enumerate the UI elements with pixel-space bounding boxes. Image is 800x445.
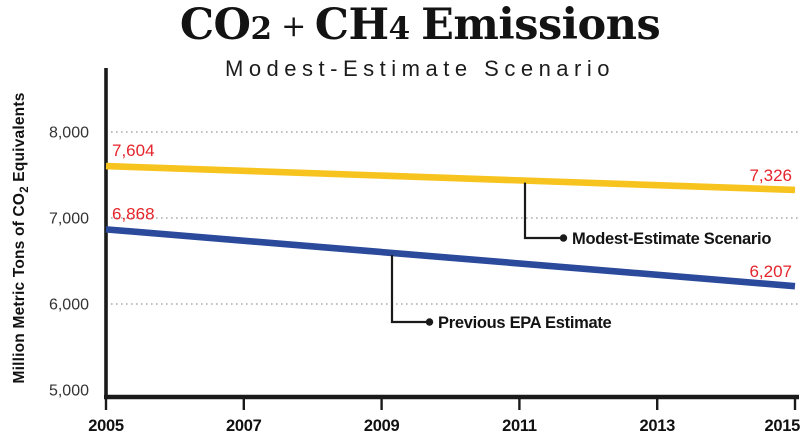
y-tick-label-5000: 5,000 <box>49 383 89 400</box>
value-label-start-0: 7,604 <box>112 141 155 160</box>
y-axis-title-subscript: 2 <box>19 186 32 193</box>
title-numeral-4: 4 <box>388 11 411 47</box>
title-ch: CH <box>314 0 389 50</box>
callout-label-0: Modest-Estimate Scenario <box>572 230 771 248</box>
x-tick-label-2009: 2009 <box>364 417 400 435</box>
y-axis-title-pre: Million Metric Tons of CO <box>10 192 28 384</box>
callout-line-0 <box>523 182 561 240</box>
x-tick-label-2015: 2015 <box>764 417 800 435</box>
y-tick-label-8000: 8,000 <box>49 125 89 142</box>
y-axis-title: Million Metric Tons of CO2 Equivalents <box>11 92 31 383</box>
x-tick-label-2011: 2011 <box>502 417 537 435</box>
callout-bullet-0 <box>559 234 568 242</box>
x-tick-label-2007: 2007 <box>226 417 262 435</box>
y-tick-label-6000: 6,000 <box>49 297 89 314</box>
series-line-1 <box>105 226 796 290</box>
callout-label-1: Previous EPA Estimate <box>438 314 612 332</box>
value-label-start-1: 6,868 <box>112 204 155 223</box>
chart-header: CO2 + CH4 Emissions Modest-Estimate Scenari… <box>60 0 780 82</box>
title-numeral-2: 2 <box>250 11 273 47</box>
title-co: CO <box>179 0 251 50</box>
chart-subtitle: Modest-Estimate Scenario <box>225 56 615 81</box>
value-label-end-1: 6,207 <box>749 262 792 281</box>
y-tick-label-7000: 7,000 <box>49 211 89 228</box>
y-axis-title-post: Equivalents <box>10 92 28 187</box>
callout-line-1 <box>390 254 427 324</box>
plus-sign: + <box>281 9 306 44</box>
x-tick-label-2013: 2013 <box>639 417 675 435</box>
callout-bullet-1 <box>425 318 434 326</box>
chart-title: CO2 + CH4 Emissions <box>60 0 780 55</box>
x-tick-label-2005: 2005 <box>88 417 124 435</box>
series-line-0 <box>105 162 796 194</box>
value-label-end-0: 7,326 <box>749 166 792 185</box>
title-emissions: Emissions <box>421 0 661 50</box>
